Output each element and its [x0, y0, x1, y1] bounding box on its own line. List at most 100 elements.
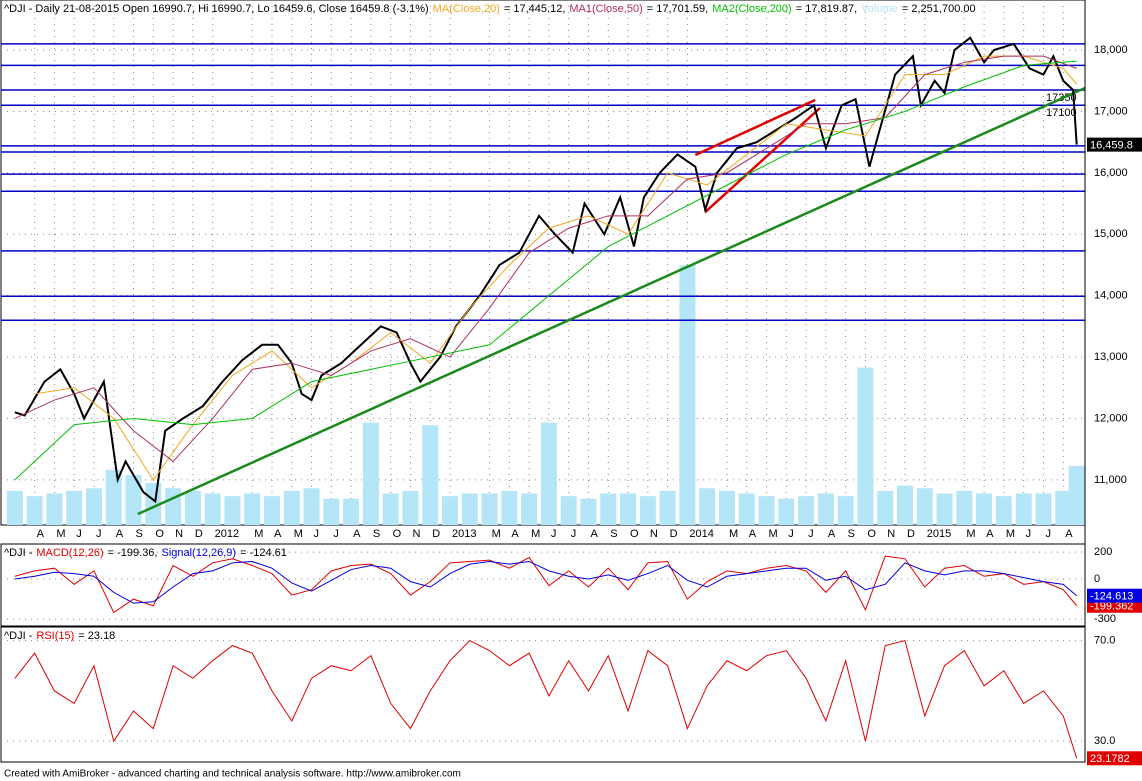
volume-bar	[758, 496, 775, 525]
volume-bar	[1055, 490, 1072, 525]
x-tick-label: O	[867, 528, 876, 540]
x-tick-label: J	[1045, 528, 1051, 540]
value-badge	[1087, 751, 1142, 766]
x-tick-label: J	[76, 528, 82, 540]
volume-bar	[956, 490, 973, 525]
y-tick-label: 17,000	[1094, 105, 1128, 117]
x-tick-label: M	[56, 528, 65, 540]
x-tick-label: A	[511, 528, 519, 540]
x-tick-label: M	[769, 528, 778, 540]
value-badge	[1087, 588, 1142, 603]
trend-line	[704, 107, 821, 213]
x-tick-label: D	[195, 528, 203, 540]
volume-bar	[244, 493, 261, 525]
series-line	[14, 560, 1078, 604]
volume-bar	[303, 488, 320, 525]
x-tick-label: J	[808, 528, 814, 540]
volume-bar	[184, 490, 201, 525]
volume-bar	[936, 493, 953, 525]
x-tick-label: J	[333, 528, 339, 540]
value-badge-text: 16,459.8	[1090, 140, 1133, 152]
series-line	[14, 639, 1078, 759]
x-tick-label: S	[610, 528, 617, 540]
volume-bar	[1015, 493, 1032, 525]
y-tick-label: 12,000	[1094, 412, 1128, 424]
volume-bar	[323, 498, 340, 525]
volume-bar	[461, 493, 478, 525]
x-tick-label: 2014	[689, 528, 713, 540]
x-tick-label: A	[37, 528, 45, 540]
x-tick-label: J	[571, 528, 577, 540]
x-tick-label: M	[531, 528, 540, 540]
volume-bar	[501, 490, 518, 525]
y-tick-label: 16,000	[1094, 167, 1128, 179]
volume-bar	[402, 490, 419, 525]
legend-value: = 17,445.12,	[504, 3, 565, 15]
volume-bar	[85, 488, 102, 525]
x-tick-label: O	[393, 528, 402, 540]
volume-bar	[264, 496, 280, 525]
panel-header: ^DJI - MACD(12,26) = -199.36, Signal(12,26,…	[4, 547, 287, 559]
volume-bar	[26, 496, 43, 525]
volume-bar	[580, 498, 597, 525]
volume-bar	[600, 493, 617, 525]
legend-name: MA1(Close,50)	[569, 3, 642, 15]
legend-name: Signal(12,26,9)	[161, 547, 236, 559]
value-badge	[1087, 137, 1142, 152]
x-tick-label: N	[887, 528, 895, 540]
volume-bar	[699, 488, 716, 525]
x-tick-label: S	[848, 528, 855, 540]
series-line	[34, 55, 1078, 481]
x-tick-label: D	[907, 528, 915, 540]
x-tick-label: S	[373, 528, 380, 540]
x-tick-label: M	[729, 528, 738, 540]
legend-name: Volume	[861, 3, 898, 15]
x-tick-label: 2015	[927, 528, 951, 540]
x-tick-label: M	[1006, 528, 1015, 540]
x-tick-label: O	[155, 528, 164, 540]
y-tick-label: 11,000	[1094, 474, 1127, 486]
volume-bar	[6, 490, 23, 525]
volume-bar	[718, 490, 735, 525]
volume-bar	[521, 493, 538, 525]
volume-bar	[442, 496, 459, 525]
volume-bar	[679, 265, 696, 525]
volume-bar	[343, 498, 360, 525]
legend-value: = -199.36,	[108, 547, 158, 559]
y-tick-label: 15,000	[1094, 228, 1128, 240]
x-tick-label: A	[986, 528, 994, 540]
header-title: ^DJI - Daily 21-08-2015 Open 16990.7, Hi…	[4, 3, 429, 15]
volume-bar	[738, 493, 755, 525]
legend-name: MA2(Close,200)	[712, 3, 791, 15]
legend-name: MACD(12,26)	[36, 547, 103, 559]
x-tick-label: D	[670, 528, 678, 540]
x-tick-label: N	[412, 528, 420, 540]
x-tick-label: M	[254, 528, 263, 540]
volume-bar	[896, 485, 913, 525]
y-tick-label: -300	[1094, 613, 1116, 625]
y-tick-label: 14,000	[1094, 290, 1128, 302]
legend-value: = -124.61	[240, 547, 287, 559]
x-tick-label: A	[353, 528, 361, 540]
volume-bar	[560, 496, 577, 525]
x-tick-label: 2013	[452, 528, 476, 540]
volume-bar	[362, 422, 379, 525]
series-line	[14, 55, 1077, 463]
value-badge-text: -199.362	[1090, 601, 1133, 613]
y-tick-label: 30.0	[1094, 735, 1115, 747]
x-tick-label: J	[1026, 528, 1032, 540]
panel-header: ^DJI - RSI(15) = 23.18	[4, 630, 115, 642]
volume-bar	[224, 496, 241, 525]
x-tick-label: A	[1065, 528, 1073, 540]
volume-bar	[916, 488, 933, 525]
volume-bar	[283, 490, 300, 525]
x-tick-label: 2012	[215, 528, 239, 540]
legend-name: MA(Close,20)	[433, 3, 500, 15]
x-tick-label: D	[432, 528, 440, 540]
y-tick-label: 18,000	[1094, 44, 1128, 56]
series-line	[14, 60, 1077, 481]
volume-bar	[639, 496, 656, 525]
panel-header: ^DJI - Daily 21-08-2015 Open 16990.7, Hi…	[4, 3, 976, 15]
